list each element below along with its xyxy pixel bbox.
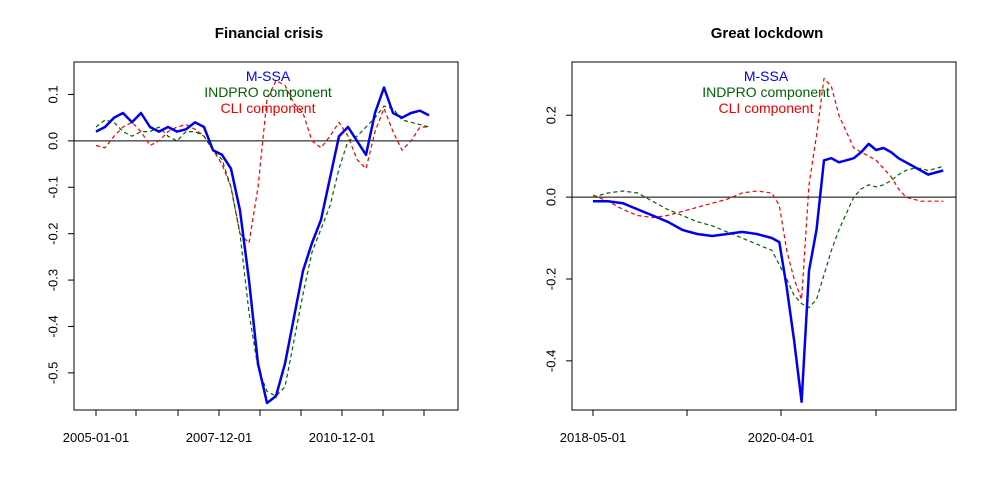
plot-frame <box>571 61 957 411</box>
y-tick-label: -0.2 <box>543 268 558 290</box>
chart-title: Great lockdown <box>711 25 824 42</box>
x-tick-label: 2010-12-01 <box>309 430 376 445</box>
legend-entry-indpro: INDPRO component <box>204 84 332 100</box>
series-line-indpro <box>592 165 944 309</box>
y-tick-label: -0.4 <box>45 315 60 337</box>
series-line-cli <box>95 79 429 244</box>
series-line-mssa <box>593 142 944 404</box>
y-tick-label: -0.4 <box>543 350 558 372</box>
x-tick-label: 2007-12-01 <box>186 430 253 445</box>
y-tick-label: -0.3 <box>45 269 60 291</box>
y-tick-label: -0.1 <box>45 176 60 198</box>
chart-financial-crisis: Financial crisis 0.1 0.0 -0.1 -0.2 -0.3 … <box>45 25 459 445</box>
y-tick-label: 0.1 <box>45 85 60 103</box>
chart-title: Financial crisis <box>215 25 323 42</box>
legend-entry-mssa: M-SSA <box>744 68 789 84</box>
series-line-mssa <box>95 86 430 405</box>
y-tick-label: 0.0 <box>45 132 60 150</box>
y-tick-label: -0.5 <box>45 362 60 384</box>
series-line-indpro <box>95 105 430 397</box>
legend-entry-mssa: M-SSA <box>246 68 291 84</box>
legend-entry-cli: CLI component <box>719 100 814 116</box>
plot-frame <box>73 61 459 411</box>
x-tick-label: 2020-04-01 <box>748 430 815 445</box>
y-tick-label: -0.2 <box>45 222 60 244</box>
y-tick-label: 0.2 <box>543 106 558 124</box>
chart-great-lockdown: Great lockdown 0.2 0.0 -0.2 -0.4 2018-05… <box>543 25 957 445</box>
legend-entry-cli: CLI component <box>221 100 316 116</box>
legend-entry-indpro: INDPRO component <box>702 84 830 100</box>
x-tick-label: 2005-01-01 <box>63 430 130 445</box>
x-tick-label: 2018-05-01 <box>560 430 627 445</box>
series-line-cli <box>592 77 944 301</box>
y-tick-label: 0.0 <box>543 188 558 206</box>
